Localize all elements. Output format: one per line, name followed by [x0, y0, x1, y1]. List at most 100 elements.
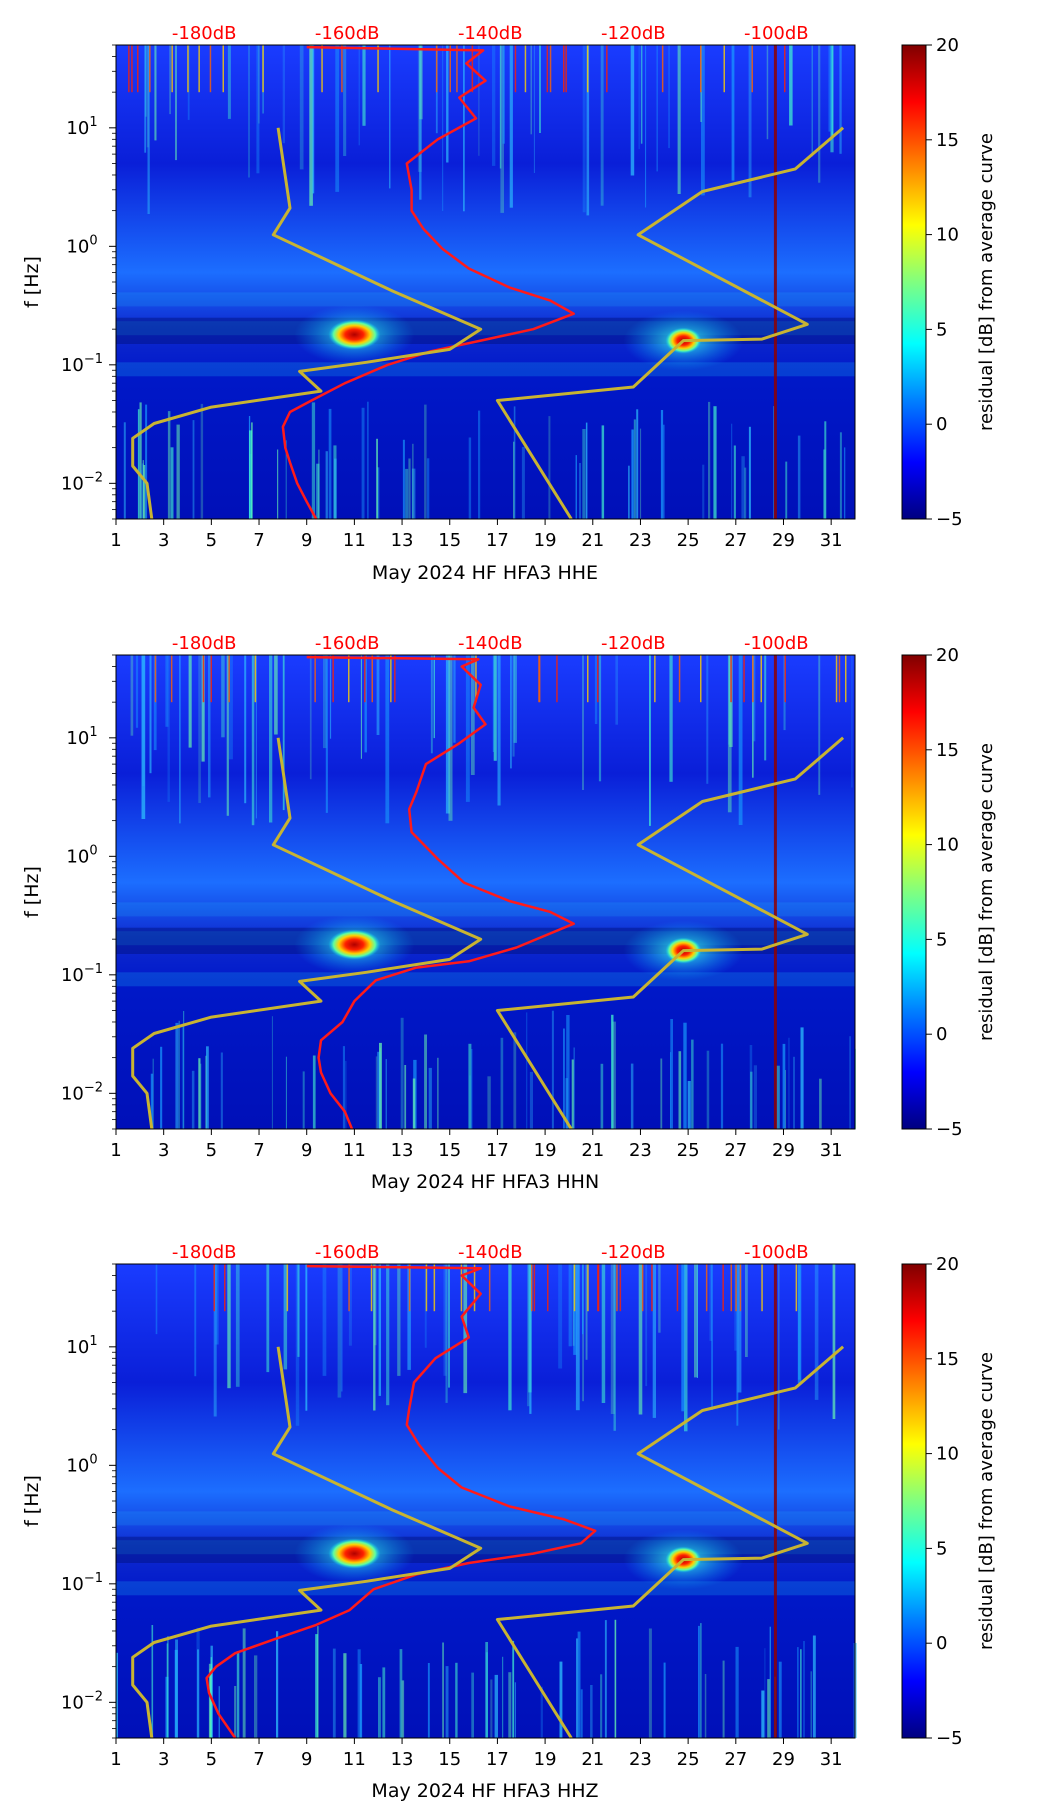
texture-streak-high — [764, 655, 767, 761]
texture-streak-high — [256, 45, 260, 174]
texture-streak-low — [152, 1058, 154, 1129]
texture-streak-low — [735, 1646, 739, 1738]
texture-streak-hot — [171, 45, 173, 93]
texture-streak-low — [788, 1037, 790, 1129]
noise-model-curve — [495, 1345, 845, 1739]
y-axis-ticks: 101 100 10−1 10−2 — [61, 654, 116, 1130]
texture-streak-high — [582, 655, 584, 790]
x-tick-label: 5 — [206, 1749, 217, 1770]
texture-streak-high — [530, 45, 532, 135]
colorbar-tick-label: 15 — [936, 130, 959, 151]
y-tick-label: 10−2 — [61, 470, 103, 494]
texture-streak-low — [342, 1046, 345, 1129]
texture-streak-high — [575, 1264, 580, 1411]
texture-streak-hot — [546, 45, 549, 93]
texture-streak-high — [188, 655, 192, 748]
texture-streak-high — [814, 1264, 819, 1400]
y-tick-label: 101 — [66, 725, 97, 749]
texture-streak-hot — [198, 45, 200, 93]
texture-streak-high — [753, 655, 756, 742]
texture-streak-high — [360, 655, 362, 759]
y-tick-label: 10−2 — [61, 1689, 103, 1713]
texture-streak-high — [130, 655, 134, 736]
texture-streak-high — [274, 655, 278, 735]
texture-streak-high — [709, 1264, 712, 1341]
y-tick-label: 101 — [66, 115, 97, 139]
db-label: -100dB — [744, 633, 809, 654]
texture-streak-high — [364, 655, 367, 753]
texture-streak-high — [149, 655, 152, 774]
texture-streak-high — [529, 1264, 532, 1414]
texture-streak-hot — [187, 45, 189, 93]
colorbar-tick-label: 0 — [936, 1633, 947, 1654]
y-tick-label: 10−1 — [61, 962, 103, 986]
texture-streak-low — [411, 468, 416, 519]
x-tick-label: 17 — [486, 1140, 509, 1161]
texture-streak-low — [600, 1674, 603, 1738]
hot-spot — [328, 1538, 381, 1569]
texture-streak-low — [797, 1647, 799, 1738]
x-tick-label: 21 — [581, 1749, 604, 1770]
db-label: -180dB — [172, 23, 237, 44]
colorbar-tick-label: 20 — [936, 35, 959, 56]
texture-streak-low — [382, 1667, 386, 1738]
texture-streak-high — [376, 655, 380, 735]
colorbar: 20 15 10 5 0 −5 residual [dB] from average cu… — [901, 35, 997, 530]
x-tick-label: 11 — [343, 1749, 366, 1770]
y-tick-label: 100 — [66, 1452, 97, 1476]
x-tick-label: 7 — [253, 1749, 264, 1770]
texture-streak-low — [521, 446, 525, 519]
x-tick-label: 27 — [724, 1749, 747, 1770]
texture-streak-low — [744, 467, 747, 519]
texture-streak-high — [818, 655, 821, 795]
texture-streak-high — [215, 1264, 219, 1345]
texture-streak-high — [329, 655, 332, 739]
texture-streak-high — [322, 1264, 327, 1376]
texture-streak-low — [773, 406, 775, 519]
texture-streak-low — [142, 460, 144, 519]
texture-streak-low — [399, 1649, 403, 1738]
texture-streak-hot — [371, 655, 373, 703]
texture-streak-low — [575, 455, 577, 519]
texture-streak-high — [419, 45, 423, 120]
texture-streak-low — [708, 401, 711, 519]
panel-hhn: 1 3 5 7 9 11 13 15 17 19 21 23 25 27 29 31 10110010−110… — [21, 633, 997, 1193]
texture-streak-hot — [332, 655, 334, 703]
texture-streak-high — [299, 45, 304, 170]
texture-streak-low — [170, 447, 174, 519]
texture-streak-low — [614, 1619, 617, 1738]
texture-streak-low — [563, 1028, 565, 1129]
texture-streak-high — [340, 1264, 343, 1392]
texture-streak-hot — [394, 655, 396, 703]
texture-streak-low — [334, 458, 337, 519]
texture-streak-high — [169, 45, 171, 115]
texture-streak-hot — [752, 655, 754, 703]
texture-streak-high — [701, 45, 705, 196]
x-tick-label: 13 — [391, 1140, 414, 1161]
texture-streak-hot — [845, 655, 847, 703]
texture-streak-high — [145, 45, 147, 117]
y-tick-label: 101 — [66, 1334, 97, 1358]
colorbar: 20 15 10 5 0 −5 residual [dB] from average cu… — [901, 1254, 997, 1749]
texture-streak-high — [147, 45, 150, 214]
texture-streak-high — [745, 1264, 748, 1357]
texture-streak-high — [201, 655, 205, 762]
texture-streak-low — [428, 1067, 432, 1129]
texture-streak-low — [793, 1056, 795, 1129]
texture-streak-hot — [651, 1264, 653, 1312]
texture-streak-high — [500, 45, 504, 213]
texture-streak-hot — [456, 45, 458, 93]
texture-streak-high — [295, 1264, 300, 1426]
texture-streak-high — [645, 45, 647, 208]
texture-streak-high — [255, 655, 257, 819]
texture-streak-hot — [678, 655, 681, 703]
colorbar-tick-label: 0 — [936, 414, 947, 435]
db-scale-labels: -180dB -160dB -140dB -120dB -100dB — [172, 23, 809, 44]
texture-streak-low — [198, 1058, 201, 1129]
texture-streak-low — [249, 430, 253, 519]
texture-streak-hot — [606, 45, 608, 93]
texture-streak-low — [285, 1056, 287, 1129]
texture-streak-low — [513, 441, 515, 519]
texture-streak-high — [839, 45, 842, 154]
texture-streak-low — [551, 1010, 554, 1129]
